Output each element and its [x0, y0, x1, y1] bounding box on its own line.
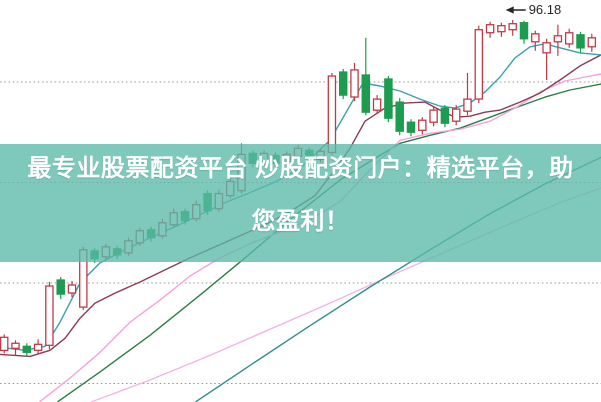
promo-banner-line2: 您盈利！	[251, 208, 350, 235]
promo-banner: 最专业股票配资平台 炒股配资门户：精选平台，助 您盈利！	[0, 144, 601, 262]
promo-banner-line1: 最专业股票配资平台 炒股配资门户：精选平台，助	[27, 155, 574, 182]
price-annotation: 96.18	[528, 2, 562, 17]
